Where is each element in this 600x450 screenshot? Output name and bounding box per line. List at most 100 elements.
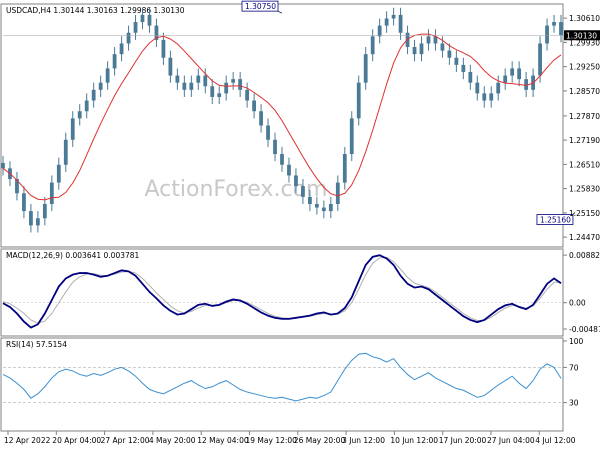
x-tick-label: 4 May 20:00 [149, 436, 196, 445]
candle-body [349, 118, 354, 155]
candle [342, 146, 347, 190]
candle [70, 111, 75, 147]
candle-body [419, 43, 424, 55]
price-tick-label: 1.27190 [569, 136, 600, 145]
candle-body [496, 82, 501, 94]
macd-tick-label: 0.00 [569, 299, 586, 308]
candle-body [266, 125, 270, 140]
candle-body [559, 22, 563, 36]
candle [168, 50, 173, 83]
candle [112, 47, 117, 76]
candle-body [105, 68, 110, 83]
candle-body [510, 68, 515, 76]
candle [91, 82, 96, 108]
annotation-box [241, 0, 279, 12]
candle-body [461, 64, 466, 72]
candle-body [84, 100, 89, 112]
candle [29, 203, 33, 233]
candle-body [308, 196, 312, 204]
candle-body [356, 82, 361, 119]
candle-body [538, 43, 542, 76]
candle [245, 82, 250, 108]
candle [454, 50, 459, 72]
candle-body [168, 57, 173, 76]
candle-body [182, 82, 187, 90]
annotation-box [536, 214, 574, 225]
candle [489, 86, 494, 108]
x-tick-label: 4 Jul 12:00 [535, 436, 575, 445]
candle [468, 64, 473, 90]
candle-body [112, 54, 117, 69]
x-tick-label: 17 Jun 20:00 [439, 436, 487, 445]
candle-body [447, 50, 452, 58]
candle [224, 75, 229, 101]
candle [321, 200, 326, 219]
candle [84, 93, 89, 119]
candle [349, 111, 354, 162]
candle [461, 57, 466, 80]
candle [559, 14, 563, 43]
candle [273, 132, 277, 162]
candle-body [22, 193, 26, 212]
candle [189, 75, 194, 97]
x-tick-label: 19 May 12:00 [246, 436, 298, 445]
axis-layer: 1.30610 1.29930 1.29250 1.28570 1.27870 1.271… [4, 14, 600, 445]
candle-body [203, 75, 208, 87]
candle-body [273, 139, 277, 155]
candle [42, 196, 47, 226]
candle [140, 7, 145, 30]
candle [412, 39, 417, 62]
candle [22, 186, 26, 219]
candle-body [210, 86, 215, 97]
candle-body [301, 186, 305, 197]
candle [419, 36, 424, 62]
candle [524, 71, 529, 97]
candle [203, 68, 208, 94]
candle [56, 157, 61, 190]
candle-body [405, 32, 410, 48]
candle-body [15, 179, 19, 194]
price-tick-label: 1.26510 [569, 160, 600, 169]
candle [196, 68, 201, 90]
annotation-label: 1.25160 [540, 216, 571, 225]
candle-body [426, 36, 431, 44]
price-tick-label: 1.27870 [569, 112, 600, 121]
candle [398, 7, 403, 40]
candle [426, 29, 431, 51]
macd-tick-label: -0.004872 [569, 325, 600, 334]
candle [552, 14, 556, 33]
candle [545, 18, 549, 51]
rsi-layer [2, 352, 562, 403]
candle [280, 146, 284, 172]
candle [328, 196, 333, 219]
rsi-tick-label: 100 [569, 337, 584, 346]
candle-body [552, 22, 556, 26]
candle [363, 47, 368, 90]
candle-body [217, 93, 222, 97]
candle [147, 7, 152, 33]
candle [1, 155, 5, 176]
last-price-box [564, 30, 600, 41]
candle [15, 171, 19, 201]
price-panel-frame [0, 3, 564, 248]
candle-body [503, 75, 508, 83]
candle [503, 68, 508, 90]
rsi-title: RSI(14) 57.5154 [6, 340, 67, 349]
price-tick-label: 1.29250 [569, 63, 600, 72]
candle [447, 43, 452, 65]
price-tick-label: 1.30610 [569, 14, 600, 23]
candle [126, 25, 131, 51]
candle [287, 157, 291, 183]
rsi-tick-label: 30 [569, 399, 579, 408]
candle [35, 211, 40, 233]
candle [377, 18, 382, 44]
candle-body [259, 111, 263, 126]
candle [259, 104, 263, 133]
candle-body [363, 54, 368, 83]
candle-body [196, 75, 201, 83]
candle-body [154, 25, 159, 40]
candle [98, 75, 103, 97]
annotation-leader [277, 10, 283, 14]
candle [231, 71, 236, 90]
